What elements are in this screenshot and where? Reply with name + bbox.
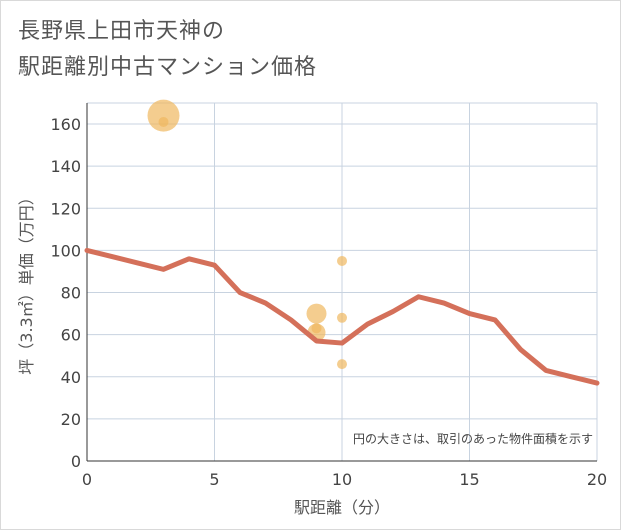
x-tick-label: 0 [82,470,92,489]
x-tick-label: 5 [209,470,219,489]
y-tick-label: 160 [50,115,81,134]
y-tick-label: 140 [50,157,81,176]
y-tick-label: 60 [61,326,81,345]
scatter-point [147,99,180,132]
y-tick-label: 120 [50,199,81,218]
x-tick-label: 10 [332,470,352,489]
y-tick-label: 100 [50,241,81,260]
y-tick-label: 0 [71,452,81,471]
chart-title: 長野県上田市天神の 駅距離別中古マンション価格 [18,14,317,86]
y-tick-label: 80 [61,284,81,303]
scatter-point [311,323,322,334]
y-tick-label: 40 [61,368,81,387]
scatter-point [306,303,327,324]
x-tick-label: 20 [587,470,607,489]
title-line-2: 駅距離別中古マンション価格 [18,55,318,80]
x-axis-label: 駅距離（分） [294,498,390,517]
title-line-1: 長野県上田市天神の [18,19,226,44]
chart-note: 円の大きさは、取引のあった物件面積を示す [353,431,593,446]
scatter-point [337,359,347,370]
x-tick-label: 15 [459,470,479,489]
y-tick-label: 20 [61,410,81,429]
scatter-point [158,116,169,127]
scatter-point [337,255,347,266]
grid-lines [86,102,598,462]
scatter-points [147,99,347,370]
tick-labels: 0 20 40 60 80 100 120 140 160 0 5 10 15 20 [50,115,607,489]
series-line [84,247,600,386]
scatter-point [337,312,347,323]
line-series [84,247,600,386]
y-axis-label: 坪（3.3㎡）単価（万円） [17,189,36,374]
